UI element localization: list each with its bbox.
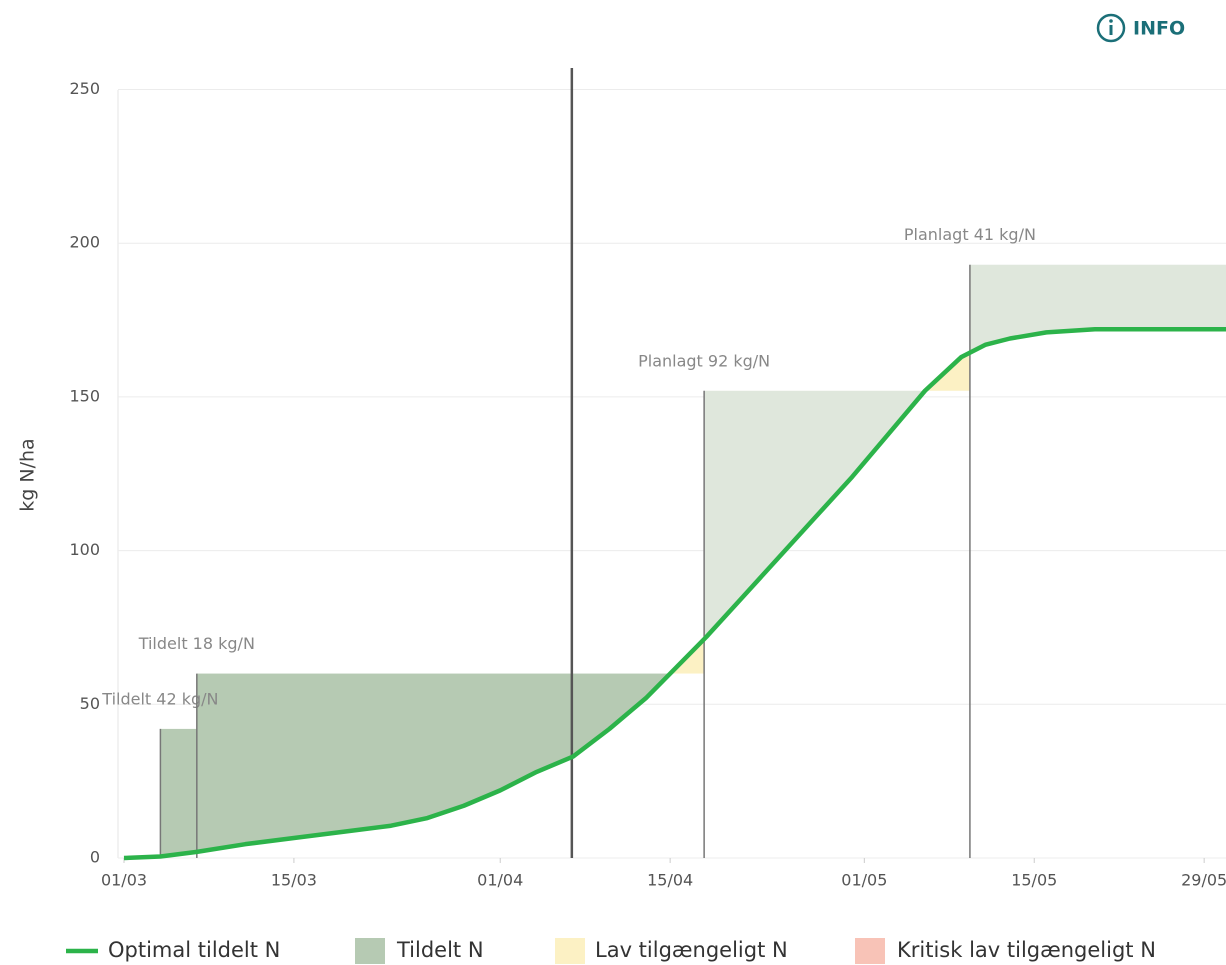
y-tick-label: 0 <box>90 848 100 867</box>
y-tick-label: 250 <box>69 79 100 98</box>
legend-swatch <box>555 938 585 964</box>
application-label: Planlagt 41 kg/N <box>904 225 1036 244</box>
application-label: Tildelt 18 kg/N <box>138 634 255 653</box>
y-tick-label: 100 <box>69 540 100 559</box>
applied-area <box>969 264 1226 858</box>
applied-area <box>160 728 197 858</box>
y-tick-label: 200 <box>69 233 100 252</box>
legend-label: Optimal tildelt N <box>108 938 280 962</box>
legend-swatch <box>855 938 885 964</box>
application-label: Planlagt 92 kg/N <box>638 351 770 370</box>
info-label[interactable]: INFO <box>1133 18 1185 40</box>
y-tick-label: 150 <box>69 386 100 405</box>
x-tick-label: 15/04 <box>647 871 693 890</box>
x-tick-label: 01/05 <box>841 871 887 890</box>
info-icon <box>1096 13 1126 43</box>
info-icon-dot <box>1109 19 1113 23</box>
y-axis-label: kg N/ha <box>17 438 39 511</box>
optimal-line <box>123 327 1226 861</box>
x-tick-label: 29/05 <box>1181 871 1226 890</box>
legend-label: Kritisk lav tilgængeligt N <box>897 938 1156 962</box>
y-tick-label: 50 <box>80 694 100 713</box>
x-tick-label: 15/03 <box>271 871 317 890</box>
applied-area <box>196 673 705 858</box>
x-tick-label: 15/05 <box>1011 871 1057 890</box>
application-label: Tildelt 42 kg/N <box>101 689 218 708</box>
legend-label: Tildelt N <box>396 938 484 962</box>
applied-area <box>704 390 970 858</box>
low-availability-area <box>160 329 197 729</box>
low-availability-area <box>196 329 705 674</box>
legend-label: Lav tilgængeligt N <box>595 938 788 962</box>
info-icon-bar <box>1109 25 1113 35</box>
x-tick-label: 01/03 <box>101 871 147 890</box>
x-tick-label: 01/04 <box>477 871 523 890</box>
info-button[interactable]: INFO <box>1096 13 1185 43</box>
legend-swatch <box>355 938 385 964</box>
